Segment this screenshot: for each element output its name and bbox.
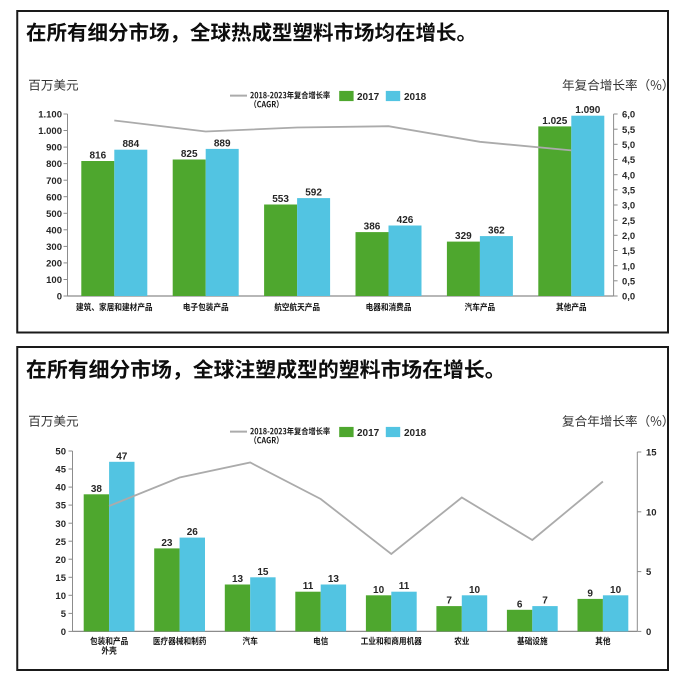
svg-text:2017: 2017 (357, 92, 380, 103)
svg-text:2,0: 2,0 (622, 231, 635, 242)
svg-text:500: 500 (46, 209, 62, 220)
svg-text:9: 9 (587, 588, 593, 599)
svg-text:15: 15 (55, 573, 66, 584)
svg-text:45: 45 (55, 465, 66, 476)
svg-text:15: 15 (257, 567, 269, 578)
svg-text:26: 26 (187, 527, 199, 538)
svg-text:13: 13 (328, 574, 340, 585)
svg-text:0: 0 (57, 292, 62, 303)
svg-text:362: 362 (488, 226, 505, 237)
svg-text:5: 5 (646, 567, 652, 578)
svg-text:426: 426 (397, 215, 414, 226)
svg-text:5,0: 5,0 (622, 140, 635, 151)
svg-text:11: 11 (399, 581, 410, 592)
svg-text:35: 35 (55, 501, 66, 512)
svg-text:7: 7 (542, 596, 548, 607)
svg-text:900: 900 (46, 143, 62, 154)
svg-text:4,5: 4,5 (622, 155, 636, 166)
svg-text:400: 400 (46, 225, 62, 236)
svg-text:800: 800 (46, 159, 62, 170)
svg-text:1,5: 1,5 (622, 246, 636, 257)
svg-text:25: 25 (55, 537, 66, 548)
svg-text:30: 30 (55, 519, 66, 530)
svg-text:10: 10 (373, 585, 385, 596)
svg-text:0: 0 (61, 627, 66, 638)
svg-text:2018: 2018 (404, 428, 427, 439)
svg-text:1.090: 1.090 (575, 105, 600, 116)
svg-text:10: 10 (469, 585, 481, 596)
svg-text:2,5: 2,5 (622, 216, 636, 227)
svg-text:23: 23 (161, 538, 173, 549)
svg-text:11: 11 (303, 581, 314, 592)
svg-text:1.025: 1.025 (542, 116, 567, 127)
svg-text:200: 200 (46, 259, 62, 270)
svg-text:5: 5 (61, 609, 67, 620)
svg-text:4,0: 4,0 (622, 170, 635, 181)
svg-text:1.100: 1.100 (38, 110, 62, 121)
svg-text:1.000: 1.000 (38, 126, 62, 137)
svg-text:386: 386 (364, 222, 381, 233)
svg-text:329: 329 (455, 231, 472, 242)
svg-text:40: 40 (55, 483, 66, 494)
svg-text:0,0: 0,0 (622, 292, 635, 303)
svg-text:600: 600 (46, 192, 62, 203)
svg-text:700: 700 (46, 176, 62, 187)
svg-text:100: 100 (46, 275, 62, 286)
svg-text:2017: 2017 (357, 428, 380, 439)
svg-text:20: 20 (55, 555, 66, 566)
svg-text:592: 592 (305, 188, 322, 199)
svg-text:38: 38 (91, 484, 103, 495)
svg-text:825: 825 (181, 149, 198, 160)
svg-text:15: 15 (646, 448, 657, 459)
svg-text:6,0: 6,0 (622, 110, 635, 121)
svg-text:47: 47 (116, 451, 128, 462)
svg-text:0,5: 0,5 (622, 276, 636, 287)
svg-text:50: 50 (55, 447, 66, 458)
svg-text:2018: 2018 (404, 92, 427, 103)
svg-text:6: 6 (517, 599, 523, 610)
svg-text:889: 889 (214, 138, 231, 149)
svg-text:300: 300 (46, 242, 62, 253)
svg-text:5,5: 5,5 (622, 125, 636, 136)
svg-text:3,5: 3,5 (622, 185, 636, 196)
svg-text:0: 0 (646, 627, 651, 638)
svg-text:13: 13 (232, 574, 244, 585)
svg-text:3,0: 3,0 (622, 201, 635, 212)
svg-text:553: 553 (272, 194, 289, 205)
svg-text:1,0: 1,0 (622, 261, 635, 272)
svg-text:7: 7 (446, 596, 452, 607)
svg-text:10: 10 (646, 507, 657, 518)
svg-text:884: 884 (122, 139, 139, 150)
svg-text:816: 816 (89, 151, 106, 162)
svg-text:10: 10 (55, 591, 66, 602)
svg-text:10: 10 (610, 585, 622, 596)
